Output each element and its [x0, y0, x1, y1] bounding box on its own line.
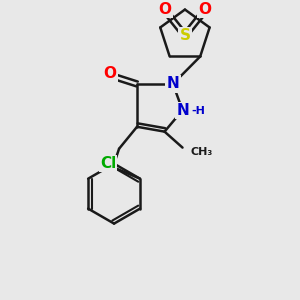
Text: CH₃: CH₃	[190, 147, 213, 157]
Text: N: N	[176, 103, 189, 118]
Text: Cl: Cl	[100, 156, 116, 171]
Text: S: S	[179, 28, 191, 43]
Text: O: O	[103, 67, 117, 82]
Text: N: N	[167, 76, 179, 92]
Text: -H: -H	[191, 106, 206, 116]
Text: O: O	[158, 2, 172, 17]
Text: O: O	[198, 2, 212, 17]
